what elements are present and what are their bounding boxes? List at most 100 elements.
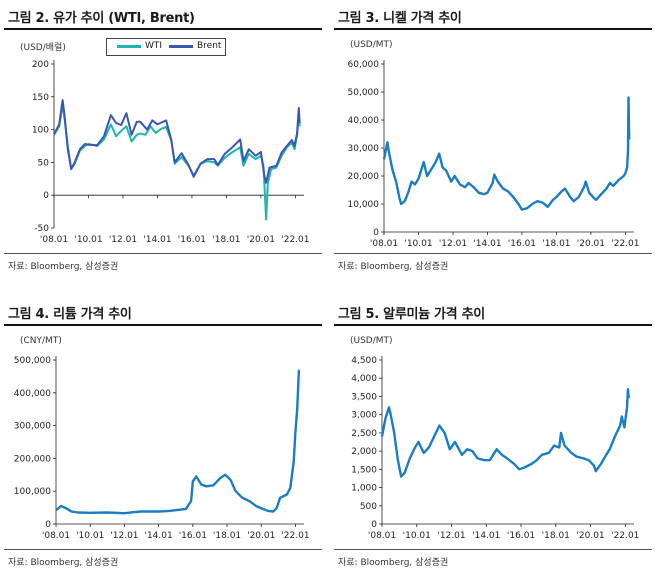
x-tick-label: '10.01 (403, 531, 431, 541)
x-tick-label: '16.01 (178, 235, 206, 245)
y-axis-unit: (USD/배럴) (20, 43, 66, 53)
x-tick-label: '22.01 (281, 235, 309, 245)
x-tick-label: '12.01 (110, 531, 138, 541)
source-note: 자료: Bloomberg, 삼성증권 (8, 558, 119, 568)
y-tick-label: 2,500 (351, 429, 377, 439)
source-divider (4, 253, 322, 254)
title-bar: 그림 4. 리튬 가격 추이 (4, 300, 322, 326)
source-divider (334, 253, 652, 254)
title-bar: 그림 5. 알루미늄 가격 추이 (334, 300, 652, 326)
legend-swatch-brent (169, 44, 193, 48)
x-tick-label: '20.01 (577, 239, 605, 249)
legend-item-wti: WTI (117, 41, 162, 51)
source-divider (4, 549, 322, 550)
oil-price-panel: 그림 2. 유가 추이 (WTI, Brent) (USD/배럴) -50 0 50… (4, 4, 324, 284)
x-tick-label: '10.01 (74, 235, 102, 245)
y-tick-label: 0 (43, 191, 49, 201)
chart-title: 그림 3. 니켈 가격 추이 (338, 11, 462, 26)
aluminium-price-chart: 0 500 1,000 1,500 2,000 2,500 3,000 3,500 4,000 4… (351, 356, 639, 541)
series-line (380, 388, 630, 478)
y-tick-label: 20,000 (348, 172, 380, 182)
y-tick-label: 1,500 (351, 465, 377, 475)
title-bar: 그림 3. 니켈 가격 추이 (334, 4, 652, 30)
legend-label-brent: Brent (197, 41, 222, 51)
y-tick-label: -50 (34, 224, 49, 234)
y-tick-label: 4,500 (351, 356, 377, 366)
source-divider (334, 549, 652, 550)
legend-swatch-wti (117, 44, 141, 48)
x-tick-label: '20.01 (247, 235, 275, 245)
x-tick-label: '10.01 (76, 531, 104, 541)
y-tick-label: 30,000 (348, 144, 380, 154)
y-tick-label: 10,000 (348, 200, 380, 210)
y-tick-label: 100,000 (14, 487, 51, 497)
source-note: 자료: Bloomberg, 삼성증권 (338, 262, 449, 272)
oil-price-chart: -50 0 50 100 150 200 '08.01 '10.01 '12.01 '14.01 '… (32, 60, 310, 245)
y-tick-label: 300,000 (14, 422, 51, 432)
x-tick-label: '22.01 (611, 239, 639, 249)
y-axis-unit: (USD/MT) (350, 40, 393, 50)
y-tick-label: 50,000 (348, 88, 380, 98)
y-tick-label: 500,000 (14, 356, 51, 366)
x-tick-label: '16.01 (507, 531, 535, 541)
y-tick-label: 200,000 (14, 454, 51, 464)
legend-label-wti: WTI (145, 41, 163, 51)
chart-title: 그림 4. 리튬 가격 추이 (8, 307, 132, 322)
x-tick-label: '16.01 (508, 239, 536, 249)
x-tick-label: '18.01 (212, 235, 240, 245)
series-line (55, 369, 301, 515)
x-tick-label: '20.01 (247, 531, 275, 541)
y-tick-label: 4,000 (351, 374, 377, 384)
y-tick-label: 0 (45, 520, 51, 530)
x-tick-label: '20.01 (576, 531, 604, 541)
legend-item-brent: Brent (169, 41, 221, 51)
y-tick-label: 3,500 (351, 392, 377, 402)
x-tick-label: '12.01 (439, 239, 467, 249)
y-tick-label: 500 (360, 502, 377, 512)
aluminium-price-panel: 그림 5. 알루미늄 가격 추이 (USD/MT) 0 500 1,000 1,500… (334, 300, 654, 580)
y-tick-label: 2,000 (351, 447, 377, 457)
y-tick-label: 0 (373, 228, 379, 238)
x-tick-label: '14.01 (143, 235, 171, 245)
x-tick-label: '18.01 (542, 531, 570, 541)
x-tick-label: '12.01 (437, 531, 465, 541)
y-tick-label: 50 (38, 158, 50, 168)
x-tick-label: '18.01 (542, 239, 570, 249)
chart-legend: WTI Brent (106, 38, 226, 56)
x-tick-label: '14.01 (473, 239, 501, 249)
y-tick-label: 60,000 (348, 60, 380, 70)
y-tick-label: 100 (32, 126, 49, 136)
x-tick-label: '22.01 (611, 531, 639, 541)
series-line (382, 96, 631, 211)
source-note: 자료: Bloomberg, 삼성증권 (338, 558, 449, 568)
x-tick-label: '14.01 (472, 531, 500, 541)
x-tick-label: '08.01 (42, 531, 70, 541)
lithium-price-panel: 그림 4. 리튬 가격 추이 (CNY/MT) 0 100,000 200,000 3… (4, 300, 324, 580)
source-note: 자료: Bloomberg, 삼성증권 (8, 262, 119, 272)
nickel-price-chart: 0 10,000 20,000 30,000 40,000 50,000 60,000 '08… (348, 60, 640, 249)
chart-title: 그림 2. 유가 추이 (WTI, Brent) (8, 11, 195, 26)
y-tick-label: 1,000 (351, 484, 377, 494)
y-tick-label: 0 (371, 520, 377, 530)
y-tick-label: 200 (32, 60, 49, 70)
y-tick-label: 40,000 (348, 116, 380, 126)
y-axis-unit: (CNY/MT) (20, 336, 62, 346)
x-tick-label: '10.01 (404, 239, 432, 249)
x-tick-label: '16.01 (179, 531, 207, 541)
x-tick-label: '14.01 (144, 531, 172, 541)
nickel-price-panel: 그림 3. 니켈 가격 추이 (USD/MT) 0 10,000 20,000 30,… (334, 4, 654, 284)
y-tick-label: 400,000 (14, 389, 51, 399)
x-tick-label: '08.01 (370, 239, 398, 249)
y-axis-unit: (USD/MT) (350, 336, 393, 346)
x-tick-label: '12.01 (109, 235, 137, 245)
x-tick-label: '18.01 (213, 531, 241, 541)
lithium-price-chart: 0 100,000 200,000 300,000 400,000 500,000 '08.… (14, 356, 310, 541)
y-tick-label: 150 (32, 93, 49, 103)
title-bar: 그림 2. 유가 추이 (WTI, Brent) (4, 4, 322, 30)
chart-title: 그림 5. 알루미늄 가격 추이 (338, 307, 485, 322)
x-tick-label: '08.01 (40, 235, 68, 245)
x-tick-label: '22.01 (281, 531, 309, 541)
series-line-brent (53, 99, 301, 184)
x-tick-label: '08.01 (368, 531, 396, 541)
y-tick-label: 3,000 (351, 411, 377, 421)
